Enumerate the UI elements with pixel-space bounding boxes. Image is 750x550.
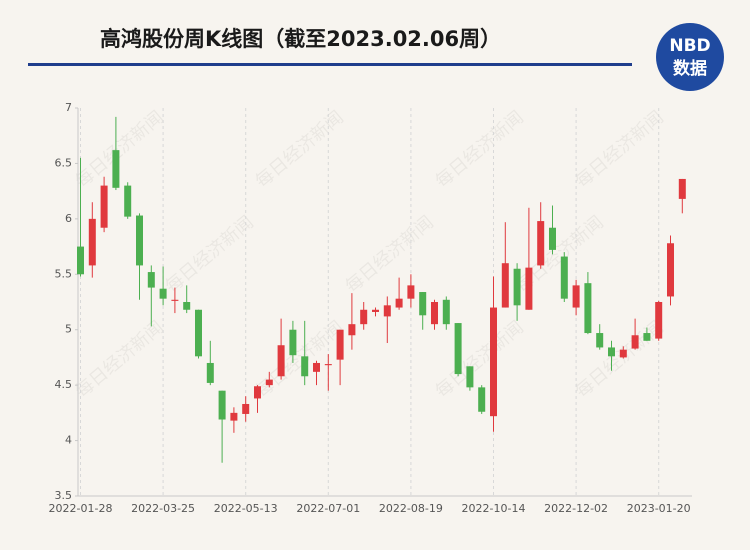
x-tick-label: 2022-08-19 [379,502,443,515]
candle-body [301,356,309,377]
y-tick-label: 5.5 [55,267,73,280]
candle-body [407,285,415,299]
candle-body [112,150,120,188]
candle-body [265,379,273,386]
candle-body [218,390,226,420]
candle-body [596,333,604,348]
candle-body [678,178,686,199]
x-tick-label: 2022-05-13 [214,502,278,515]
candle-body [549,227,556,250]
candle-body [655,302,663,339]
title-rule [28,63,632,66]
candle-body [171,299,179,301]
x-tick-label: 2022-12-02 [544,502,608,515]
candle-body [348,324,356,336]
candle-body [324,364,332,366]
candle-body [431,302,438,325]
candle-body [254,386,261,399]
candle-body [195,309,202,357]
candle-body [230,412,238,421]
candle-body [560,256,568,299]
candle-body [147,272,155,288]
candle-body [372,309,379,312]
candle-body [525,267,533,310]
x-tick-label: 2022-01-28 [49,502,113,515]
candle-body [619,349,627,358]
y-tick-label: 5 [65,323,72,336]
y-tick-label: 3.5 [55,489,73,502]
candle-body [631,335,639,349]
x-tick-label: 2022-03-25 [131,502,195,515]
logo-top: NBD [669,36,710,56]
candle-body [454,323,462,375]
candle-body [419,292,427,316]
candle-body [136,215,143,266]
candle-body [242,403,250,414]
candle-body [572,285,580,308]
y-tick-label: 4.5 [55,378,73,391]
candle-body [277,345,285,377]
candle-body [478,387,486,412]
candle-body [183,302,191,310]
candle-body [88,218,96,266]
candle-body [77,246,84,275]
candle-body [584,283,592,334]
candle-body [513,268,521,306]
candle-body [442,299,450,325]
candle-body [667,243,674,297]
candle-body [100,185,108,228]
logo [656,23,724,91]
x-tick-label: 2022-10-14 [462,502,526,515]
candle-body [501,263,509,308]
candle-body [360,309,368,325]
candle-body [643,333,651,341]
candle-body [490,307,497,417]
candle-body [383,305,391,317]
candle-body [395,298,403,308]
x-tick-label: 2022-07-01 [296,502,360,515]
y-tick-label: 6 [65,212,72,225]
candle-body [313,362,320,372]
candle-body [537,221,545,266]
candle-body [466,366,474,388]
candle-body [206,362,214,383]
y-tick-label: 7 [65,101,72,114]
y-tick-label: 4 [65,434,72,447]
chart-title: 高鸿股份周K线图（截至2023.02.06周） [100,27,501,51]
logo-bottom: 数据 [673,58,707,79]
candle-body [124,185,132,217]
candle-body [159,288,167,299]
candle-body [289,329,297,356]
candle-body [336,329,344,360]
x-tick-label: 2023-01-20 [627,502,691,515]
candle-body [608,347,615,357]
y-tick-label: 6.5 [55,156,73,169]
